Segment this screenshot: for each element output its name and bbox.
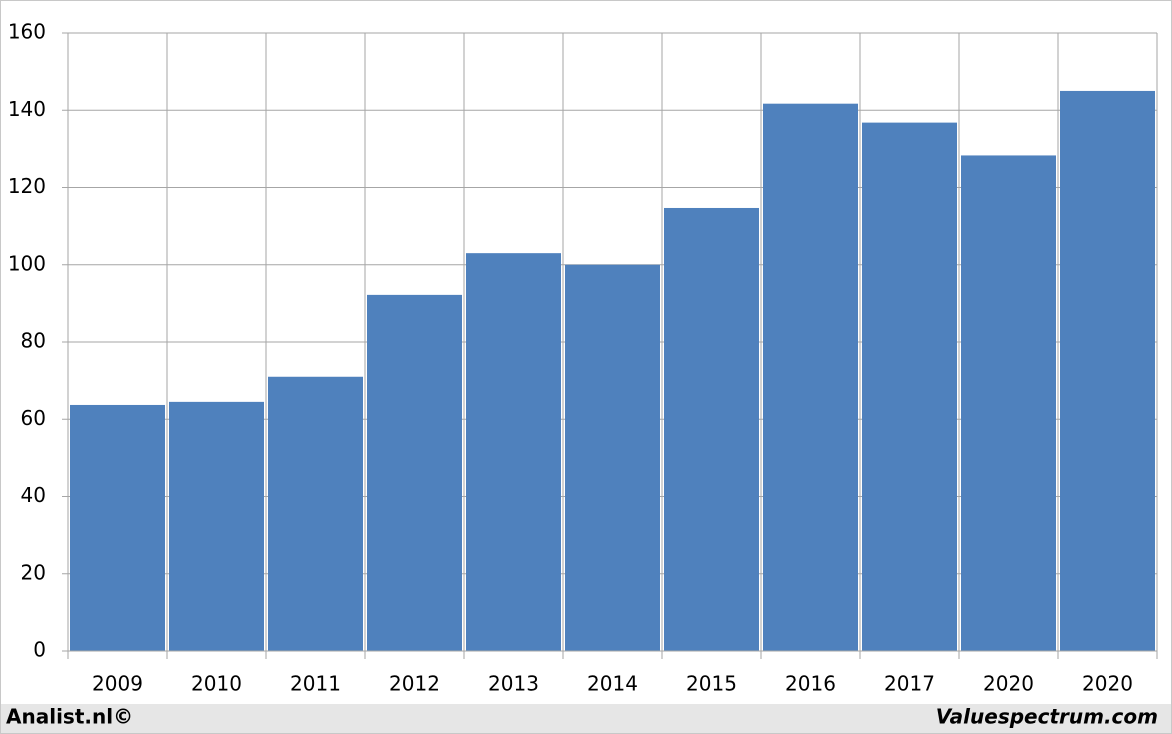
bar	[70, 404, 165, 651]
bar	[862, 122, 957, 652]
x-tick-label: 2016	[785, 672, 836, 696]
y-tick-label: 40	[21, 483, 46, 507]
x-tick-label: 2015	[686, 672, 737, 696]
y-tick-label: 100	[8, 251, 46, 275]
bar	[763, 103, 858, 652]
x-tick-label: 2012	[389, 672, 440, 696]
y-tick-label: 160	[8, 20, 46, 44]
y-tick-label: 80	[21, 329, 46, 353]
x-tick-label: 2011	[290, 672, 341, 696]
bar	[268, 376, 363, 651]
y-tick-label: 140	[8, 97, 46, 121]
footer-strip	[1, 704, 1171, 733]
x-tick-label: 2009	[92, 672, 143, 696]
bar	[961, 155, 1056, 651]
y-tick-label: 0	[33, 638, 46, 662]
x-tick-label: 2020	[1082, 672, 1133, 696]
bar	[565, 264, 660, 651]
x-tick-label: 2013	[488, 672, 539, 696]
bar	[367, 294, 462, 651]
x-tick-label: 2014	[587, 672, 638, 696]
y-tick-label: 20	[21, 560, 46, 584]
x-tick-label: 2010	[191, 672, 242, 696]
bar	[664, 207, 759, 651]
x-tick-label: 2017	[884, 672, 935, 696]
y-tick-label: 60	[21, 406, 46, 430]
bar	[1060, 90, 1155, 651]
source-right: Valuespectrum.com	[936, 705, 1158, 729]
bar	[169, 401, 264, 651]
bar	[466, 253, 561, 651]
source-left: Analist.nl©	[6, 705, 133, 729]
x-tick-label: 2020	[983, 672, 1034, 696]
y-tick-label: 120	[8, 174, 46, 198]
